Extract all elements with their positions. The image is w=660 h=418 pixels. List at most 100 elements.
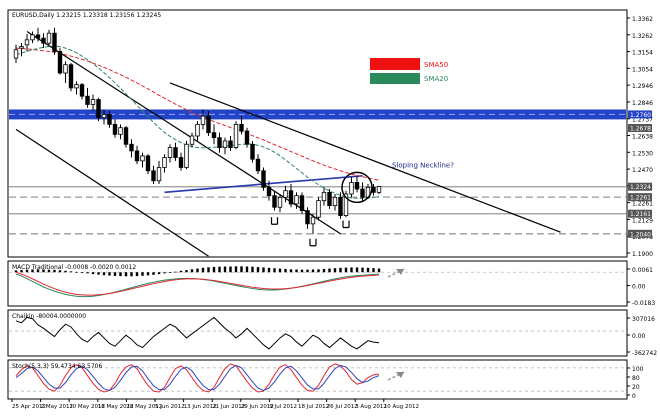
x-axis-tick-label: 13 Jun 2012 [184, 404, 217, 410]
macd-histogram-bar [58, 270, 62, 273]
sma50-legend-label: SMA50 [424, 61, 448, 69]
candle-body [266, 186, 272, 197]
candle-body [184, 143, 189, 168]
macd-histogram-bar [185, 270, 188, 273]
macd-histogram-bar [262, 267, 265, 273]
macd-histogram-bar [339, 267, 342, 273]
price-label-tag [628, 110, 652, 119]
candle-body [30, 34, 35, 41]
x-axis-tick-label: 2 May 2012 [41, 404, 73, 410]
candle-body [299, 195, 305, 211]
macd-histogram-bar [47, 269, 51, 273]
candle-body [343, 193, 349, 216]
chart-title: EURUSD,Daily 1.23215 1.23318 1.23156 1.2… [12, 12, 161, 19]
candle-body [272, 195, 277, 208]
candle-body [277, 196, 283, 208]
stochastic-panel [7, 359, 628, 400]
candle-body [332, 196, 338, 207]
macd-axis-tick-label: -0.0183 [632, 300, 655, 307]
macd-histogram-bar [97, 272, 100, 275]
candle-body [74, 84, 79, 89]
x-axis-tick-label: 21 Jun 2012 [212, 404, 245, 410]
stochastic-axis-tick-label: 20 [632, 384, 640, 391]
price-panel [7, 9, 628, 258]
price-label-tag [628, 182, 652, 191]
price-axis-tick-label: 1.2470 [632, 167, 653, 174]
candle-body [376, 186, 382, 193]
candle-body [123, 127, 129, 145]
candle-body [217, 137, 222, 148]
macd-histogram-bar [234, 266, 238, 273]
sma50-legend-swatch [370, 58, 420, 70]
stochastic-d-line [15, 364, 380, 391]
candle-body [250, 143, 255, 160]
candle-body [167, 147, 173, 158]
candle-body [112, 123, 118, 135]
highlight-circle [341, 171, 373, 204]
stochastic-k-line [15, 363, 380, 393]
candle-body [305, 210, 310, 225]
candle-body [206, 115, 211, 134]
price-axis-tick-label: 1.2530 [632, 150, 653, 157]
candle-body [57, 51, 63, 74]
macd-histogram-bar [80, 272, 84, 274]
candle-body [41, 37, 46, 44]
candle-body [294, 195, 299, 205]
candle-body [338, 196, 343, 216]
neckline-annotation: Sloping Neckline? [392, 161, 454, 169]
trend-arrow-line [387, 268, 405, 278]
macd-histogram-bar [366, 267, 370, 273]
candle-body [228, 140, 233, 148]
x-axis-tick-label: 28 May 2012 [126, 404, 162, 410]
macd-histogram-bar [53, 269, 56, 273]
trend-arrow-line [387, 371, 405, 381]
candle-body [310, 216, 316, 225]
chaikin-line [15, 316, 380, 350]
price-axis-tick-label: 1.2946 [632, 83, 653, 90]
macd-histogram-bar [69, 271, 73, 273]
candle-body [46, 32, 52, 44]
macd-histogram-bar [20, 270, 23, 273]
macd-histogram-bar [300, 269, 304, 273]
macd-histogram-bar [130, 272, 133, 277]
macd-histogram-bar [108, 272, 111, 276]
macd-histogram-bar [350, 267, 353, 273]
macd-histogram-bar [91, 272, 95, 275]
x-axis-tick-label: 18 May 2012 [98, 404, 134, 410]
candle-body [156, 167, 162, 182]
resistance-zone [9, 109, 626, 120]
low-marker-icon [342, 220, 350, 229]
price-label-tag [628, 209, 652, 218]
macd-histogram-bar [289, 269, 293, 273]
candle-body [233, 123, 239, 148]
candle-body [90, 99, 96, 105]
candle-body [79, 84, 85, 97]
candle-body [283, 190, 288, 198]
x-axis-tick-label: 26 Jul 2012 [327, 404, 358, 410]
macd-histogram-bar [328, 268, 331, 273]
sma20-legend-label: SMA20 [424, 75, 448, 83]
x-axis-tick-label: 18 Jul 2012 [298, 404, 329, 410]
price-axis-tick-label: 1.3262 [632, 33, 653, 40]
price-axis-tick-label: 1.2737 [632, 117, 653, 124]
stochastic-axis-tick-label: 80 [632, 375, 640, 382]
macd-axis-tick-label: 0.00 [632, 284, 646, 291]
macd-histogram-bar [361, 267, 364, 273]
sma20-line [15, 45, 380, 199]
macd-histogram-bar [284, 268, 287, 273]
macd-histogram-bar [174, 271, 177, 273]
macd-histogram-bar [317, 269, 320, 273]
candle-body [255, 158, 261, 172]
macd-histogram-bar [311, 269, 315, 273]
candle-body [140, 155, 145, 162]
macd-histogram-bar [218, 266, 221, 273]
macd-histogram-bar [251, 266, 254, 273]
chaikin-title: Chaikin -80004.0000000 [12, 313, 86, 320]
trend-arrow-icon [396, 269, 404, 275]
price-axis-tick-label: 1.1900 [632, 251, 653, 258]
candle-body [52, 32, 57, 52]
candle-body [195, 123, 200, 137]
candle-body [101, 114, 107, 119]
